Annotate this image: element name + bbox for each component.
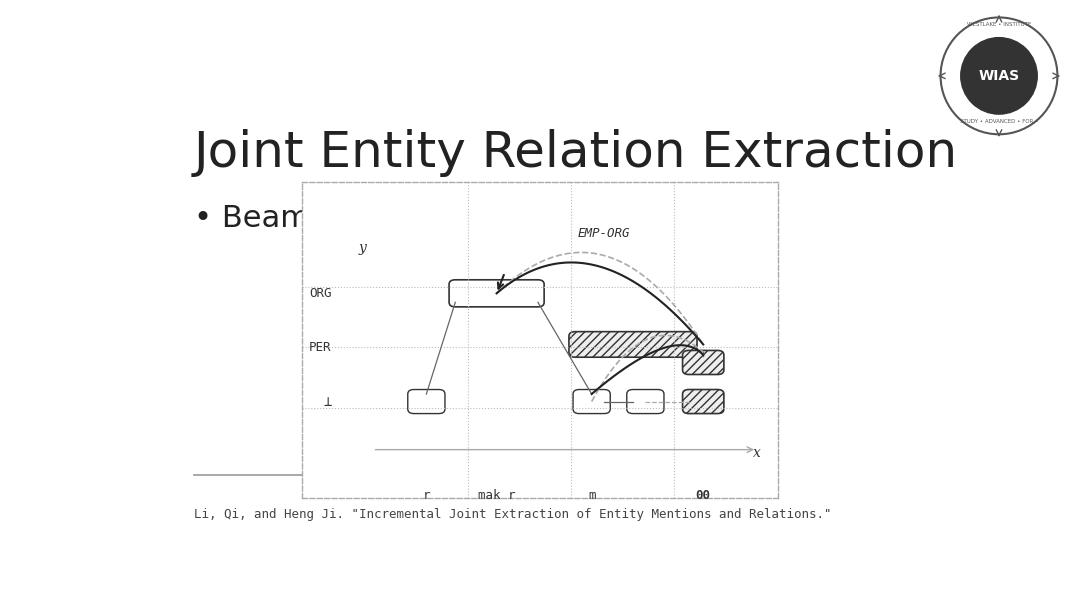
- Text: y: y: [359, 241, 366, 255]
- Text: m: m: [588, 489, 595, 502]
- Text: WIAS: WIAS: [978, 69, 1020, 83]
- Text: ⊥: ⊥: [323, 395, 332, 409]
- Text: Li, Qi, and Heng Ji. "Incremental Joint Extraction of Entity Mentions and Relati: Li, Qi, and Heng Ji. "Incremental Joint …: [193, 507, 838, 521]
- Text: PER: PER: [309, 341, 332, 354]
- Text: mak r: mak r: [477, 489, 515, 502]
- FancyBboxPatch shape: [626, 390, 664, 413]
- Text: ORG: ORG: [309, 287, 332, 300]
- Text: 00: 00: [696, 489, 711, 502]
- Circle shape: [961, 38, 1037, 114]
- FancyBboxPatch shape: [683, 390, 724, 413]
- Text: Joint Entity Relation Extraction: Joint Entity Relation Extraction: [193, 129, 958, 177]
- FancyBboxPatch shape: [683, 350, 724, 375]
- Text: x: x: [753, 446, 761, 459]
- Text: Li, Qi, and Heng Ji. "Incremental Joint Extraction of Entity Mentions and Relati: Li, Qi, and Heng Ji. "Incremental Joint …: [193, 507, 944, 521]
- Text: WESTLAKE • INSTITUTE: WESTLAKE • INSTITUTE: [967, 22, 1031, 27]
- FancyBboxPatch shape: [569, 331, 697, 357]
- Text: r: r: [422, 489, 430, 502]
- FancyBboxPatch shape: [573, 390, 610, 413]
- FancyBboxPatch shape: [408, 390, 445, 413]
- Text: STUDY • ADVANCED • FOR •: STUDY • ADVANCED • FOR •: [960, 120, 1038, 124]
- FancyBboxPatch shape: [449, 280, 544, 307]
- Text: • Beam Search: • Beam Search: [193, 204, 424, 232]
- Text: EMP-ORG: EMP-ORG: [578, 226, 631, 240]
